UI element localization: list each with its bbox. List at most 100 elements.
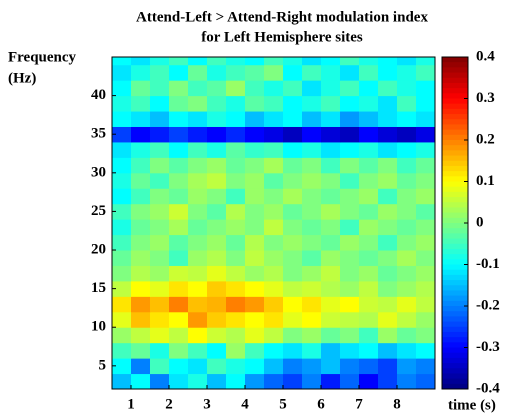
heatmap-cell bbox=[169, 172, 189, 189]
heatmap-cell bbox=[283, 141, 303, 158]
colorbar-band bbox=[442, 248, 468, 255]
heatmap-cell bbox=[397, 111, 417, 127]
colorbar-band bbox=[442, 165, 468, 172]
heatmap-cell bbox=[131, 203, 151, 220]
heatmap-cell bbox=[321, 296, 341, 313]
x-tick-label: 4 bbox=[241, 396, 249, 412]
heatmap-cell bbox=[131, 373, 151, 389]
heatmap-cell bbox=[264, 219, 284, 236]
heatmap-cell bbox=[226, 157, 246, 174]
heatmap-cell bbox=[340, 219, 360, 236]
heatmap-cell bbox=[378, 373, 398, 389]
x-tick-label: 7 bbox=[355, 396, 363, 412]
heatmap-cell bbox=[112, 80, 132, 97]
colorbar-band bbox=[442, 321, 468, 328]
heatmap-cell bbox=[283, 296, 303, 313]
heatmap-cell bbox=[169, 311, 189, 328]
heatmap-cell bbox=[112, 141, 132, 158]
y-tick-label: 30 bbox=[91, 164, 106, 180]
heatmap-cell bbox=[226, 342, 246, 359]
heatmap-cell bbox=[283, 157, 303, 174]
heatmap-cell bbox=[131, 95, 151, 112]
colorbar-tick-label: 0.2 bbox=[476, 131, 495, 147]
heatmap-cell bbox=[378, 141, 398, 158]
heatmap-cell bbox=[378, 327, 398, 344]
heatmap-cell bbox=[245, 203, 265, 220]
heatmap-cell bbox=[416, 203, 435, 220]
heatmap-cell bbox=[283, 265, 303, 282]
heatmap-cell bbox=[188, 80, 208, 97]
heatmap-cell bbox=[359, 373, 379, 389]
heatmap-cell bbox=[321, 327, 341, 344]
colorbar-band bbox=[442, 290, 468, 297]
heatmap-cell bbox=[378, 95, 398, 112]
colorbar-band bbox=[442, 212, 468, 219]
heatmap-cell bbox=[397, 234, 417, 251]
heatmap-cell bbox=[283, 203, 303, 220]
colorbar-band bbox=[442, 103, 468, 110]
colorbar-band bbox=[442, 342, 468, 348]
heatmap-cell bbox=[302, 296, 322, 313]
heatmap-cell bbox=[207, 111, 227, 127]
heatmap-cell bbox=[207, 311, 227, 328]
heatmap-cell bbox=[112, 95, 132, 112]
heatmap-cell bbox=[302, 111, 322, 127]
colorbar-band bbox=[442, 300, 468, 307]
heatmap-cell bbox=[226, 358, 246, 375]
heatmap-cell bbox=[416, 265, 435, 282]
heatmap-cell bbox=[131, 234, 151, 251]
heatmap-cell bbox=[416, 296, 435, 313]
heatmap-cell bbox=[226, 172, 246, 189]
heatmap-cell bbox=[416, 172, 435, 189]
colorbar-band bbox=[442, 217, 468, 224]
colorbar-band bbox=[442, 140, 468, 146]
heatmap-cell bbox=[188, 188, 208, 205]
heatmap-cell bbox=[112, 126, 132, 143]
heatmap-cell bbox=[131, 188, 151, 205]
y-axis-label: (Hz) bbox=[8, 70, 36, 86]
heatmap-cell bbox=[359, 265, 379, 282]
heatmap-cell bbox=[340, 80, 360, 97]
heatmap-cell bbox=[226, 64, 246, 81]
colorbar-band bbox=[442, 363, 468, 369]
heatmap-cell bbox=[169, 327, 189, 344]
heatmap-cell bbox=[112, 111, 132, 127]
heatmap-cell bbox=[321, 172, 341, 189]
heatmap-cell bbox=[359, 188, 379, 205]
colorbar-band bbox=[442, 176, 468, 182]
heatmap-cell bbox=[321, 111, 341, 127]
heatmap-cell bbox=[188, 203, 208, 220]
colorbar-tick-label: 0.3 bbox=[476, 90, 495, 106]
heatmap-cell bbox=[131, 358, 151, 375]
heatmap-cell bbox=[416, 111, 435, 127]
heatmap-cell bbox=[283, 172, 303, 189]
heatmap-cell bbox=[321, 342, 341, 359]
heatmap-cell bbox=[245, 157, 265, 174]
colorbar-band bbox=[442, 347, 468, 354]
heatmap-cell bbox=[283, 342, 303, 359]
heatmap-cell bbox=[416, 373, 435, 389]
heatmap-cell bbox=[207, 265, 227, 282]
heatmap-cell bbox=[302, 141, 322, 158]
colorbar-band bbox=[442, 337, 468, 343]
heatmap-cell bbox=[302, 250, 322, 266]
heatmap-cell bbox=[302, 219, 322, 236]
heatmap-cell bbox=[359, 280, 379, 297]
heatmap-cell bbox=[226, 311, 246, 328]
heatmap-cell bbox=[131, 126, 151, 143]
heatmap-cell bbox=[397, 141, 417, 158]
heatmap-cell bbox=[340, 358, 360, 375]
heatmap-cell bbox=[150, 141, 170, 158]
colorbar-band bbox=[442, 238, 468, 245]
heatmap-cell bbox=[321, 358, 341, 375]
heatmap-cell bbox=[359, 219, 379, 236]
heatmap-cell bbox=[245, 327, 265, 344]
heatmap-cell bbox=[283, 111, 303, 127]
heatmap-cell bbox=[226, 250, 246, 266]
heatmap-cell bbox=[150, 250, 170, 266]
heatmap-cell bbox=[112, 250, 132, 266]
heatmap-cell bbox=[359, 157, 379, 174]
heatmap-cell bbox=[169, 157, 189, 174]
heatmap-cell bbox=[112, 203, 132, 220]
heatmap-cell bbox=[340, 373, 360, 389]
